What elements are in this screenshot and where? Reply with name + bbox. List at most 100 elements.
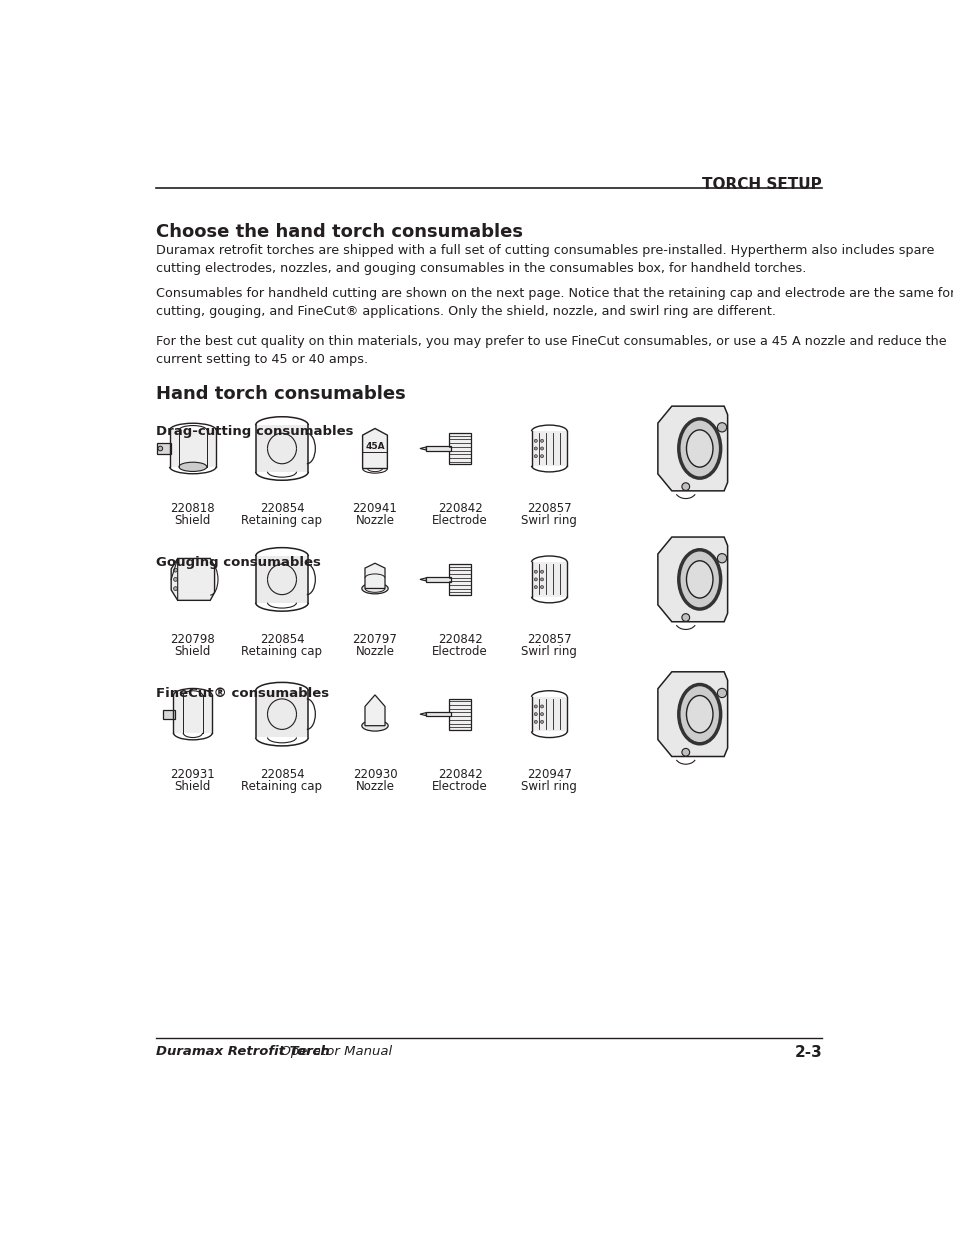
Text: Drag-cutting consumables: Drag-cutting consumables: [155, 425, 353, 438]
Text: Retaining cap: Retaining cap: [241, 514, 322, 527]
Ellipse shape: [361, 583, 388, 594]
Text: Duramax retrofit torches are shipped with a full set of cutting consumables pre-: Duramax retrofit torches are shipped wit…: [155, 243, 933, 275]
Circle shape: [540, 440, 543, 442]
Circle shape: [534, 713, 537, 716]
Bar: [449, 433, 471, 464]
Polygon shape: [658, 537, 727, 621]
Circle shape: [540, 585, 543, 589]
Polygon shape: [173, 695, 212, 732]
Polygon shape: [170, 430, 216, 467]
Circle shape: [540, 705, 543, 708]
Ellipse shape: [686, 695, 712, 732]
Circle shape: [717, 688, 726, 698]
Ellipse shape: [179, 462, 207, 472]
Text: Electrode: Electrode: [432, 514, 488, 527]
Text: FineCut® consumables: FineCut® consumables: [155, 687, 329, 700]
Polygon shape: [658, 672, 727, 757]
Text: 220931: 220931: [171, 768, 215, 781]
Circle shape: [173, 578, 177, 582]
Polygon shape: [419, 447, 426, 450]
Text: Swirl ring: Swirl ring: [521, 779, 577, 793]
Text: For the best cut quality on thin materials, you may prefer to use FineCut consum: For the best cut quality on thin materia…: [155, 335, 945, 366]
Circle shape: [534, 454, 537, 458]
Text: 220854: 220854: [259, 503, 304, 515]
Text: 220857: 220857: [526, 503, 571, 515]
Polygon shape: [419, 713, 426, 716]
Polygon shape: [171, 558, 214, 600]
Circle shape: [534, 585, 537, 589]
Ellipse shape: [679, 419, 720, 478]
Text: 220842: 220842: [437, 768, 482, 781]
Bar: [426, 446, 451, 451]
Polygon shape: [531, 431, 567, 466]
Circle shape: [158, 446, 162, 451]
Circle shape: [534, 578, 537, 580]
Circle shape: [534, 720, 537, 724]
Bar: [157, 443, 171, 454]
Text: Choose the hand torch consumables: Choose the hand torch consumables: [155, 222, 522, 241]
Circle shape: [540, 447, 543, 450]
Circle shape: [534, 705, 537, 708]
Text: Gouging consumables: Gouging consumables: [155, 556, 320, 569]
Text: 220857: 220857: [526, 634, 571, 646]
Text: Electrode: Electrode: [432, 645, 488, 658]
Text: 220854: 220854: [259, 768, 304, 781]
Circle shape: [534, 447, 537, 450]
Text: 220930: 220930: [353, 768, 396, 781]
Text: 220842: 220842: [437, 503, 482, 515]
Text: Operator Manual: Operator Manual: [272, 1045, 392, 1058]
Polygon shape: [365, 563, 385, 588]
Text: Nozzle: Nozzle: [355, 514, 395, 527]
Text: Shield: Shield: [174, 779, 211, 793]
Text: Swirl ring: Swirl ring: [521, 645, 577, 658]
Text: Swirl ring: Swirl ring: [521, 514, 577, 527]
Ellipse shape: [686, 561, 712, 598]
Circle shape: [681, 483, 689, 490]
Circle shape: [717, 422, 726, 432]
Text: 220798: 220798: [171, 634, 215, 646]
Text: 2-3: 2-3: [794, 1045, 821, 1061]
Circle shape: [540, 720, 543, 724]
Polygon shape: [255, 690, 308, 737]
Circle shape: [534, 440, 537, 442]
Text: Shield: Shield: [174, 514, 211, 527]
Text: Nozzle: Nozzle: [355, 779, 395, 793]
Circle shape: [534, 571, 537, 573]
Text: Nozzle: Nozzle: [355, 645, 395, 658]
Circle shape: [540, 578, 543, 580]
Text: 220947: 220947: [526, 768, 571, 781]
Circle shape: [540, 571, 543, 573]
Text: 220797: 220797: [353, 634, 397, 646]
Text: Shield: Shield: [174, 645, 211, 658]
Text: Retaining cap: Retaining cap: [241, 645, 322, 658]
Polygon shape: [255, 556, 308, 603]
Polygon shape: [362, 429, 387, 468]
Circle shape: [540, 454, 543, 458]
Polygon shape: [419, 578, 426, 580]
Text: Duramax Retrofit Torch: Duramax Retrofit Torch: [155, 1045, 329, 1058]
Circle shape: [717, 553, 726, 563]
Polygon shape: [658, 406, 727, 490]
Ellipse shape: [361, 720, 388, 731]
Circle shape: [173, 587, 177, 590]
Polygon shape: [531, 562, 567, 597]
Circle shape: [681, 614, 689, 621]
Polygon shape: [531, 697, 567, 731]
Ellipse shape: [686, 430, 712, 467]
Circle shape: [540, 713, 543, 716]
Polygon shape: [365, 695, 385, 726]
Bar: [449, 699, 471, 730]
Text: 220941: 220941: [353, 503, 397, 515]
Bar: [426, 577, 451, 582]
Ellipse shape: [679, 550, 720, 609]
Text: 220854: 220854: [259, 634, 304, 646]
Bar: [162, 710, 174, 719]
Text: Consumables for handheld cutting are shown on the next page. Notice that the ret: Consumables for handheld cutting are sho…: [155, 287, 953, 319]
Text: 45A: 45A: [365, 442, 384, 452]
Ellipse shape: [679, 684, 720, 743]
Circle shape: [681, 748, 689, 756]
Text: TORCH SETUP: TORCH SETUP: [701, 178, 821, 193]
Bar: [426, 711, 451, 716]
Text: 220818: 220818: [171, 503, 215, 515]
Polygon shape: [255, 425, 308, 472]
